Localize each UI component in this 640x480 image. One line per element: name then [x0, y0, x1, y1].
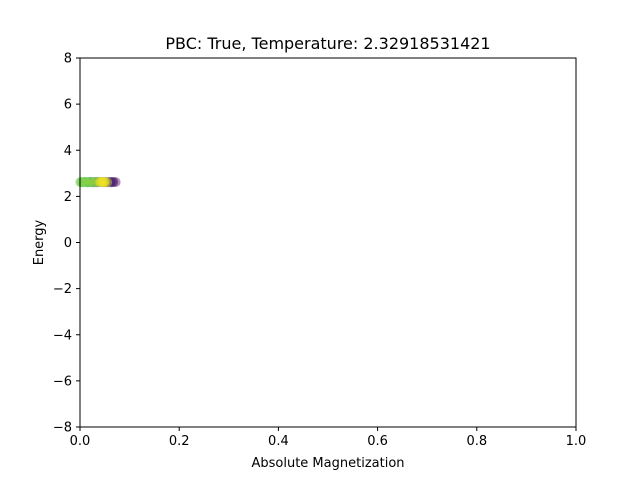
- data-point: [83, 177, 93, 188]
- x-tick-label: 0.6: [367, 434, 388, 449]
- data-point: [94, 177, 105, 187]
- data-point: [76, 177, 87, 188]
- y-tick-label: −6: [53, 374, 72, 389]
- data-point: [82, 177, 93, 188]
- x-axis-label: Absolute Magnetization: [251, 456, 404, 471]
- data-point: [93, 177, 104, 187]
- x-tick-label: 0.8: [466, 434, 487, 449]
- data-point: [88, 177, 99, 188]
- data-point: [100, 177, 111, 187]
- data-point: [90, 177, 101, 188]
- data-point: [100, 176, 111, 187]
- data-point: [97, 177, 108, 187]
- data-point: [107, 176, 118, 187]
- data-point: [91, 176, 102, 187]
- data-point: [97, 177, 108, 187]
- data-point: [92, 177, 103, 187]
- data-point: [89, 177, 100, 187]
- y-tick-label: 0: [64, 236, 72, 251]
- data-point: [99, 176, 110, 187]
- data-point: [98, 177, 109, 188]
- data-point: [78, 177, 88, 187]
- data-point: [82, 177, 92, 187]
- data-point: [91, 176, 102, 187]
- data-point: [103, 176, 114, 187]
- plot-area: [80, 58, 576, 427]
- y-tick-label: −4: [53, 328, 72, 343]
- data-point: [85, 177, 95, 187]
- data-point: [102, 177, 113, 188]
- chart-title: PBC: True, Temperature: 2.32918531421: [165, 34, 490, 53]
- x-tick-label: 0.2: [169, 434, 190, 449]
- data-point: [104, 177, 115, 187]
- data-point: [85, 176, 96, 187]
- data-point: [98, 177, 109, 187]
- data-point: [79, 177, 89, 188]
- data-point: [95, 177, 106, 187]
- y-tick-label: 4: [64, 144, 72, 159]
- data-point: [102, 177, 113, 188]
- y-tick-label: −8: [53, 421, 72, 436]
- data-point: [81, 177, 91, 187]
- data-point: [106, 177, 117, 188]
- data-point: [86, 177, 96, 187]
- x-axis-ticks: 0.0 0.2 0.4 0.6 0.8 1.0: [70, 427, 587, 449]
- data-point: [84, 176, 94, 187]
- data-point: [94, 177, 105, 188]
- points-layer: [75, 176, 121, 188]
- x-tick-label: 1.0: [566, 434, 587, 449]
- y-axis-label: Energy: [32, 219, 47, 265]
- x-tick-label: 0.0: [70, 434, 91, 449]
- data-point: [105, 177, 116, 187]
- data-point: [96, 177, 107, 187]
- data-point: [108, 177, 119, 187]
- y-tick-label: 6: [64, 98, 72, 113]
- data-point: [95, 176, 106, 187]
- data-point: [87, 176, 98, 187]
- data-point: [101, 177, 112, 187]
- data-point: [99, 177, 110, 187]
- data-point: [87, 177, 97, 188]
- y-tick-label: 2: [64, 190, 72, 205]
- data-point: [96, 177, 107, 187]
- y-tick-label: −2: [53, 282, 72, 297]
- y-tick-label: 8: [64, 52, 72, 67]
- data-point: [76, 176, 86, 187]
- data-point: [88, 177, 99, 187]
- y-axis-ticks: −8 −6 −4 −2 0 2 4 6 8: [53, 52, 80, 436]
- data-point: [110, 177, 121, 187]
- x-tick-label: 0.4: [268, 434, 289, 449]
